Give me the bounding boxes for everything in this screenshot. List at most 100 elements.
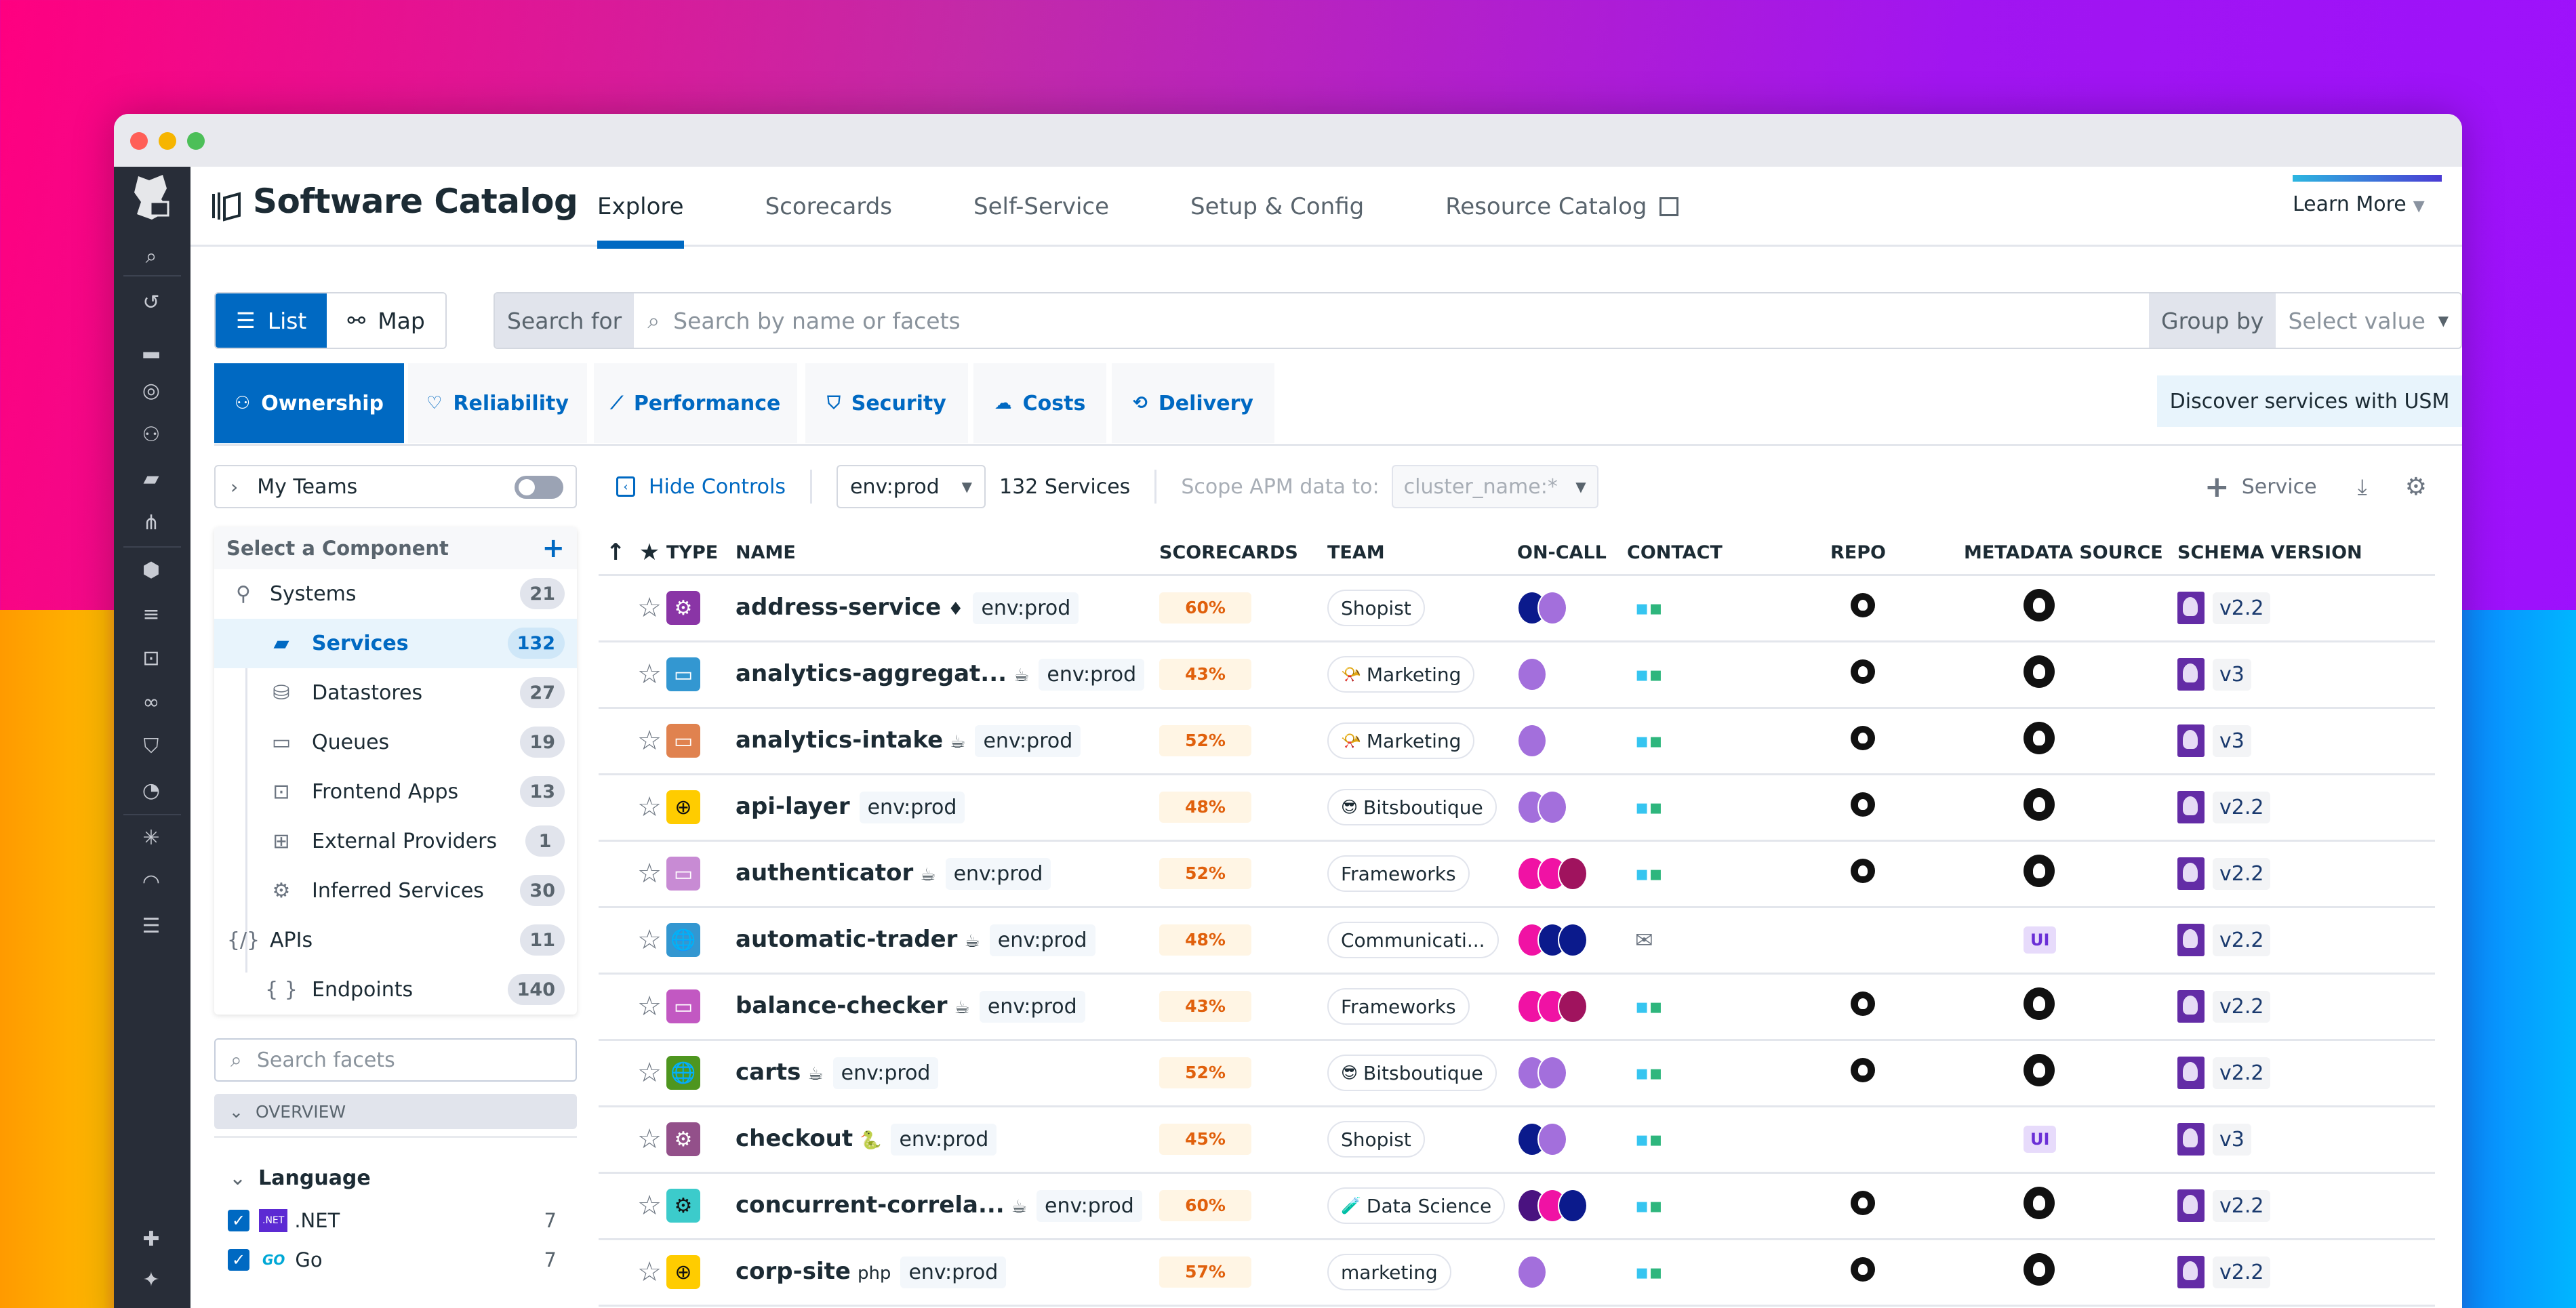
env-tag[interactable]: env:prod xyxy=(975,724,1081,757)
github-metadata-icon[interactable] xyxy=(2024,987,2055,1020)
my-teams-toggle[interactable] xyxy=(515,476,563,499)
download-icon[interactable]: ⤓ xyxy=(2357,473,2367,499)
search-input[interactable]: ⌕ Search by name or facets xyxy=(634,293,2149,348)
favorite-header-star-icon[interactable]: ★ xyxy=(632,531,666,576)
close-window-button[interactable] xyxy=(130,132,148,150)
github-repo-icon[interactable] xyxy=(1851,859,1875,883)
tab-setup-config[interactable]: Setup & Config xyxy=(1190,167,1364,247)
github-repo-icon[interactable] xyxy=(1851,1257,1875,1282)
column-contact[interactable]: CONTACT xyxy=(1627,531,1810,576)
dashboards-icon[interactable]: ▂ xyxy=(143,334,159,359)
team-pill[interactable]: 😎 Bitsboutique xyxy=(1327,1055,1497,1091)
favorite-star-icon[interactable]: ☆ xyxy=(632,1172,666,1240)
team-pill[interactable]: Communicati... xyxy=(1327,922,1499,958)
oncall-avatar[interactable] xyxy=(1537,591,1567,625)
table-row[interactable]: ☆ ▭ analytics-intake ☕ env:prod 52% 📯 Marke… xyxy=(599,708,2435,775)
service-name-link[interactable]: api-layer xyxy=(736,792,850,820)
favorite-star-icon[interactable]: ☆ xyxy=(632,907,666,975)
sort-icon[interactable]: ↑ xyxy=(599,531,632,576)
slack-icon[interactable]: ▪▪ xyxy=(1635,1061,1663,1085)
column-type[interactable]: TYPE xyxy=(666,531,736,576)
performance-icon[interactable]: ◠ xyxy=(142,870,161,894)
github-repo-icon[interactable] xyxy=(1851,992,1875,1016)
software-catalog-icon[interactable]: ▰ xyxy=(143,466,159,491)
language-option-go[interactable]: ✓ GO Go 7 xyxy=(214,1240,577,1280)
mail-icon[interactable]: ✉ xyxy=(1635,927,1653,953)
watchdog-icon[interactable]: ⚇ xyxy=(142,422,161,447)
favorite-star-icon[interactable]: ☆ xyxy=(632,1106,666,1174)
pipelines-icon[interactable]: ⋔ xyxy=(142,510,160,535)
scorecard-badge[interactable]: 52% xyxy=(1159,858,1251,889)
tab-costs[interactable]: ☁ Costs xyxy=(973,363,1106,443)
table-row[interactable]: ☆ ⊕ api-layer env:prod 48% 😎 Bitsboutique … xyxy=(599,774,2435,842)
column-scorecards[interactable]: SCORECARDS xyxy=(1159,531,1327,576)
tab-delivery[interactable]: ⟲ Delivery xyxy=(1112,363,1274,443)
add-service-button[interactable]: + Service xyxy=(2205,470,2317,504)
github-repo-icon[interactable] xyxy=(1851,792,1875,817)
table-row[interactable]: ☆ ▭ balance-checker ☕ env:prod 43% Framewo… xyxy=(599,973,2435,1041)
checkbox-checked[interactable]: ✓ xyxy=(228,1249,249,1271)
maximize-window-button[interactable] xyxy=(187,132,205,150)
team-pill[interactable]: Frameworks xyxy=(1327,988,1470,1025)
service-name-link[interactable]: authenticator xyxy=(736,859,914,886)
env-tag[interactable]: env:prod xyxy=(973,592,1079,624)
table-row[interactable]: ☆ ⊕ corp-site php env:prod 57% marketing ▪… xyxy=(599,1239,2435,1307)
frontend-icon[interactable]: ⊡ xyxy=(142,646,160,670)
map-view-button[interactable]: ⚯ Map xyxy=(327,293,445,348)
add-component-button[interactable]: + xyxy=(542,533,565,564)
favorite-star-icon[interactable]: ☆ xyxy=(632,774,666,842)
bug-icon[interactable]: ✳ xyxy=(142,825,160,850)
scorecard-badge[interactable]: 48% xyxy=(1159,792,1251,823)
tab-self-service[interactable]: Self-Service xyxy=(973,167,1109,247)
group-by-select[interactable]: Select value ▼ xyxy=(2276,293,2461,348)
tab-security[interactable]: ⛉ Security xyxy=(805,363,968,443)
oncall-avatar[interactable] xyxy=(1537,1122,1567,1156)
service-name-link[interactable]: concurrent-correla... xyxy=(736,1191,1005,1219)
github-metadata-icon[interactable] xyxy=(2024,1054,2055,1086)
env-tag[interactable]: env:prod xyxy=(1039,658,1145,691)
slack-icon[interactable]: ▪▪ xyxy=(1635,995,1663,1019)
env-tag[interactable]: env:prod xyxy=(900,1256,1007,1288)
table-row[interactable]: ☆ ⚙ checkout 🐍 env:prod 45% Shopist ▪▪ UI … xyxy=(599,1106,2435,1174)
table-row[interactable]: ☆ 🌐 carts ☕ env:prod 52% 😎 Bitsboutique ▪▪ … xyxy=(599,1040,2435,1107)
github-metadata-icon[interactable] xyxy=(2024,788,2055,821)
env-tag[interactable]: env:prod xyxy=(989,924,1095,956)
monitors-icon[interactable]: ◎ xyxy=(142,378,161,403)
oncall-avatar[interactable] xyxy=(1558,1189,1588,1223)
team-pill[interactable]: 😎 Bitsboutique xyxy=(1327,789,1497,825)
slack-icon[interactable]: ▪▪ xyxy=(1635,1194,1663,1218)
history-icon[interactable]: ↺ xyxy=(142,290,160,314)
gear-icon[interactable]: ⚙ xyxy=(2404,472,2427,501)
table-row[interactable]: ☆ 🌐 automatic-trader ☕ env:prod 48% Commun… xyxy=(599,907,2435,975)
component-apis[interactable]: {/} APIs 11 xyxy=(214,916,577,965)
language-facet-toggle[interactable]: ⌄ Language xyxy=(214,1166,577,1190)
logs-icon[interactable]: ≡ xyxy=(142,602,160,626)
favorite-star-icon[interactable]: ☆ xyxy=(632,575,666,642)
component-queues[interactable]: ▭ Queues 19 xyxy=(214,718,577,767)
synthetics-icon[interactable]: ∞ xyxy=(142,690,160,714)
service-name-link[interactable]: analytics-aggregat... xyxy=(736,659,1007,687)
service-name-link[interactable]: address-service xyxy=(736,593,942,621)
oncall-avatar[interactable] xyxy=(1517,657,1547,691)
column-on-call[interactable]: ON-CALL xyxy=(1517,531,1627,576)
oncall-avatar[interactable] xyxy=(1517,1255,1547,1289)
service-name-link[interactable]: analytics-intake xyxy=(736,726,944,754)
component-datastores[interactable]: ⛁ Datastores 27 xyxy=(214,668,577,718)
slack-icon[interactable]: ▪▪ xyxy=(1635,596,1663,620)
tab-reliability[interactable]: ♡ Reliability xyxy=(408,363,587,443)
slack-icon[interactable]: ▪▪ xyxy=(1635,862,1663,886)
github-repo-icon[interactable] xyxy=(1851,659,1875,684)
env-tag[interactable]: env:prod xyxy=(945,857,1051,890)
env-tag[interactable]: env:prod xyxy=(1037,1189,1142,1222)
service-name-link[interactable]: automatic-trader xyxy=(736,925,958,953)
slack-icon[interactable]: ▪▪ xyxy=(1635,729,1663,753)
column-team[interactable]: TEAM xyxy=(1327,531,1517,576)
table-row[interactable]: ☆ ▭ analytics-aggregat... ☕ env:prod 43% 📯… xyxy=(599,641,2435,709)
minimize-window-button[interactable] xyxy=(159,132,176,150)
component-inferred-services[interactable]: ⚙ Inferred Services 30 xyxy=(214,866,577,916)
service-name-link[interactable]: checkout xyxy=(736,1124,853,1152)
github-metadata-icon[interactable] xyxy=(2024,722,2055,754)
my-teams-filter[interactable]: › My Teams xyxy=(214,465,577,508)
hide-controls-button[interactable]: ‹ Hide Controls xyxy=(616,475,786,499)
env-select[interactable]: env:prod ▼ xyxy=(837,465,986,508)
